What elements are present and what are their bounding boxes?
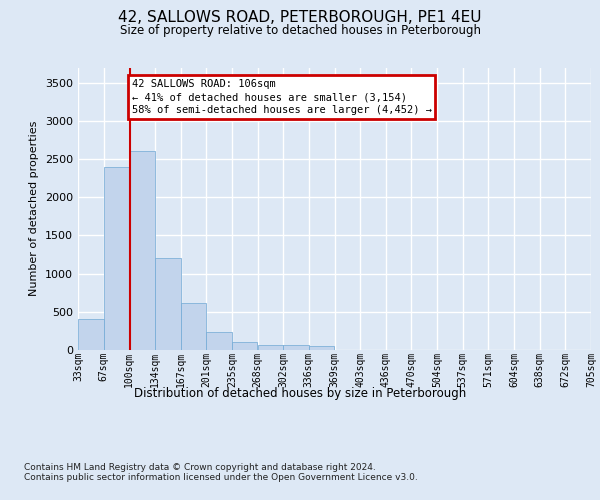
Bar [181,302,206,350]
Bar [104,167,129,350]
Y-axis label: Number of detached properties: Number of detached properties [29,121,40,296]
Bar [155,258,181,350]
Bar [206,332,232,350]
Text: 42, SALLOWS ROAD, PETERBOROUGH, PE1 4EU: 42, SALLOWS ROAD, PETERBOROUGH, PE1 4EU [118,10,482,25]
Bar [283,346,309,350]
Bar [232,342,257,350]
Bar [130,152,155,350]
Text: Size of property relative to detached houses in Peterborough: Size of property relative to detached ho… [119,24,481,37]
Bar [257,346,283,350]
Text: 42 SALLOWS ROAD: 106sqm
← 41% of detached houses are smaller (3,154)
58% of semi: 42 SALLOWS ROAD: 106sqm ← 41% of detache… [131,79,431,116]
Bar [78,320,104,350]
Text: Distribution of detached houses by size in Peterborough: Distribution of detached houses by size … [134,388,466,400]
Bar [309,346,334,350]
Text: Contains HM Land Registry data © Crown copyright and database right 2024.
Contai: Contains HM Land Registry data © Crown c… [24,462,418,482]
